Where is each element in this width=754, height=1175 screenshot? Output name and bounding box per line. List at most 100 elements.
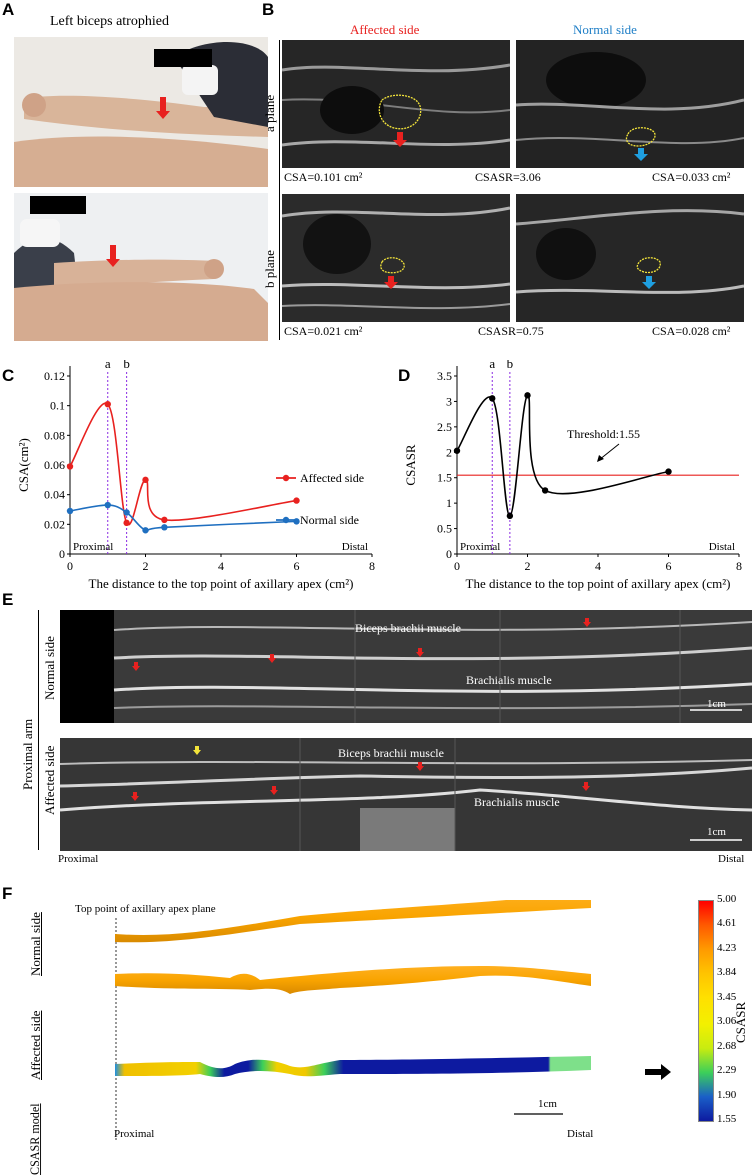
a-plane-csa-affected: CSA=0.101 cm²	[284, 170, 363, 184]
f-row-affected-label: Affected side	[28, 1010, 43, 1080]
data-point	[123, 509, 130, 516]
legend-label-1: Normal side	[300, 513, 359, 527]
data-point	[524, 392, 531, 399]
threshold-arrow-head	[597, 455, 604, 462]
f-3d-models	[115, 900, 591, 1140]
marker-label-a: a	[489, 360, 495, 371]
e-affected-biceps-label: Biceps brachii muscle	[338, 746, 444, 760]
y-tick-label: 0.12	[44, 369, 65, 383]
y-tick-label: 1	[446, 496, 452, 510]
b-plane-csasr: CSASR=0.75	[478, 324, 544, 338]
data-point	[142, 527, 149, 534]
e-affected-scale-label: 1cm	[707, 826, 726, 838]
e-proximal-label: Proximal	[58, 853, 99, 865]
f-distal-label: Distal	[567, 1128, 594, 1140]
ultrasound-a-affected	[282, 40, 510, 168]
e-distal-label: Distal	[718, 853, 745, 865]
annotation-distal: Distal	[709, 541, 735, 553]
data-point	[665, 468, 672, 475]
x-tick-label: 0	[454, 559, 460, 573]
marker-label-b: b	[507, 360, 514, 371]
panel-e-left-bracket	[38, 610, 39, 850]
x-tick-label: 4	[218, 559, 224, 573]
x-axis-label: The distance to the top point of axillar…	[89, 576, 354, 591]
panel-label-d: D	[398, 366, 411, 385]
annotation-proximal: Proximal	[73, 541, 113, 553]
ultrasound-affected-long	[60, 738, 752, 851]
y-tick-label: 0.1	[50, 399, 65, 413]
e-affected-brachialis-label: Brachialis muscle	[474, 795, 560, 809]
b-plane-csa-normal: CSA=0.028 cm²	[652, 324, 731, 338]
chart-c: 0 0.02 0.04 0.06 0.08 0.1 0.12 0 2 4 6 8 a b Proximal D…	[16, 360, 375, 591]
e-normal-scale-label: 1cm	[707, 698, 726, 710]
e-affected-side-label: Affected side	[42, 745, 57, 815]
y-tick-label: 2	[446, 445, 452, 459]
colorbar-tick-label: 4.23	[717, 941, 737, 954]
colorbar-tick-label: 2.68	[717, 1039, 737, 1052]
annotation-distal: Distal	[342, 541, 368, 553]
x-tick-label: 6	[666, 559, 672, 573]
legend-marker-1	[282, 516, 290, 524]
y-tick-label: 1.5	[437, 471, 452, 485]
colorbar-tick-label: 1.55	[717, 1113, 737, 1125]
row-label-b-plane: b plane	[262, 250, 277, 288]
y-tick-label: 0	[59, 547, 65, 561]
y-tick-label: 2.5	[437, 420, 452, 434]
y-axis-label: CSASR	[403, 444, 418, 486]
col-header-normal: Normal side	[573, 22, 637, 37]
ultrasound-normal-long	[60, 610, 752, 723]
chart-d: 0 0.5 1 1.5 2 2.5 3 3.5 0 2 4 6 8 a b Proximal Distal The…	[403, 360, 742, 591]
f-row-normal-label: Normal side	[28, 912, 43, 976]
panel-label-e: E	[2, 590, 14, 609]
colorbar-tick-label: 5.00	[717, 893, 737, 905]
series-line-0	[456, 394, 669, 517]
proximal-arm-label: Proximal arm	[20, 718, 35, 790]
data-point	[293, 497, 300, 504]
colorbar-ticks: 5.00 4.61 4.23 3.84 3.45 3.06 2.68 2.29 1.90 1.55	[717, 893, 754, 1125]
y-tick-label: 0.06	[44, 458, 65, 472]
panel-a-title: Left biceps atrophied	[50, 14, 169, 29]
ultrasound-b-normal	[516, 194, 744, 322]
a-plane-csa-normal: CSA=0.033 cm²	[652, 170, 731, 184]
data-point	[104, 400, 111, 408]
y-axis-label: CSA(cm²)	[16, 438, 31, 492]
csasr-colorbar	[698, 900, 714, 1122]
colorbar-tick-label: 3.06	[717, 1015, 737, 1028]
row-label-a-plane: a plane	[262, 94, 277, 132]
f-scale-label: 1cm	[538, 1098, 557, 1110]
threshold-arrow	[598, 443, 620, 461]
y-tick-label: 0.04	[44, 488, 65, 502]
data-point	[161, 524, 168, 531]
legend-label-0: Affected side	[300, 471, 364, 485]
x-tick-label: 6	[294, 559, 300, 573]
e-normal-biceps-label: Biceps brachii muscle	[355, 621, 461, 635]
series-line-1	[69, 504, 297, 532]
marker-label-b: b	[123, 360, 130, 371]
ultrasound-a-normal	[516, 40, 744, 168]
colorbar-title: CSASR	[733, 1001, 748, 1043]
b-plane-csa-affected: CSA=0.021 cm²	[284, 324, 363, 338]
col-header-affected: Affected side	[350, 22, 420, 37]
f-proximal-label: Proximal	[114, 1128, 155, 1140]
y-tick-label: 0.5	[437, 522, 452, 536]
data-point	[453, 447, 461, 454]
e-normal-brachialis-label: Brachialis muscle	[466, 673, 552, 687]
ultrasound-b-affected	[282, 194, 510, 322]
data-point	[489, 395, 496, 402]
data-point	[104, 501, 111, 509]
x-tick-label: 8	[369, 559, 375, 573]
x-tick-label: 4	[595, 559, 601, 573]
photo-front-view	[14, 37, 268, 187]
data-point	[66, 507, 74, 515]
panel-label-a: A	[2, 0, 15, 19]
y-tick-label: 0.08	[44, 428, 65, 442]
colorbar-tick-label: 2.29	[717, 1064, 737, 1077]
colorbar-tick-label: 3.45	[717, 990, 737, 1003]
y-tick-label: 0.02	[44, 517, 65, 531]
a-plane-csasr: CSASR=3.06	[475, 170, 541, 184]
e-normal-side-label: Normal side	[42, 636, 57, 700]
data-point	[161, 516, 168, 524]
x-axis-label: The distance to the top point of axillar…	[466, 576, 731, 591]
data-point	[506, 512, 514, 520]
colorbar-tick-label: 3.84	[717, 966, 737, 979]
